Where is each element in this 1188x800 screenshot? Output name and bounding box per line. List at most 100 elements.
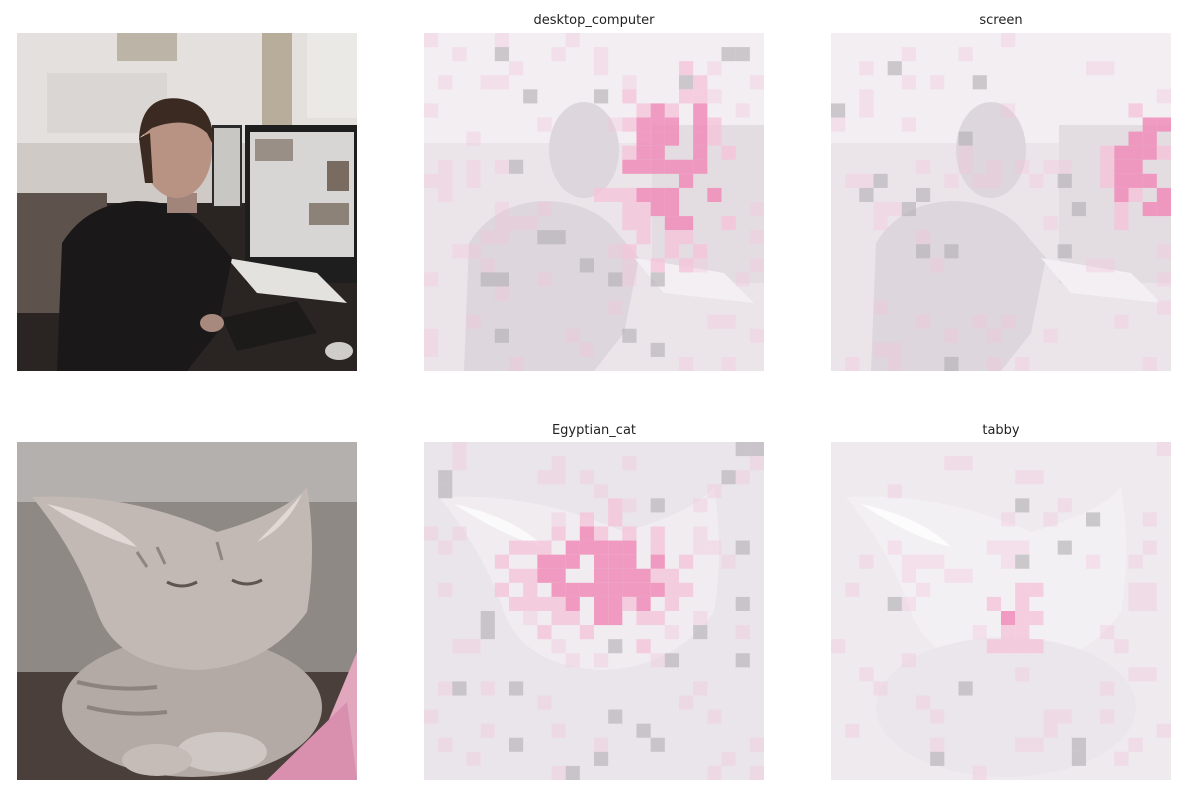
saliency-tile bbox=[1043, 723, 1058, 738]
saliency-tile bbox=[650, 187, 665, 202]
saliency-tile bbox=[579, 470, 594, 485]
saliency-tile bbox=[664, 131, 679, 146]
saliency-tile bbox=[523, 216, 538, 231]
saliency-tile bbox=[735, 470, 750, 485]
saliency-tile bbox=[622, 554, 637, 569]
saliency-tile bbox=[509, 216, 524, 231]
saliency-tile bbox=[859, 554, 874, 569]
saliency-tile bbox=[608, 244, 623, 259]
saliency-tile bbox=[1114, 145, 1129, 160]
saliency-tile bbox=[650, 202, 665, 217]
saliency-tile bbox=[1057, 244, 1072, 259]
saliency-tile bbox=[537, 117, 552, 132]
saliency-tile bbox=[1100, 145, 1115, 160]
saliency-tile bbox=[1142, 540, 1157, 555]
saliency-tile bbox=[664, 568, 679, 583]
saliency-tile bbox=[958, 145, 973, 160]
saliency-tile bbox=[494, 286, 509, 301]
saliency-tile bbox=[452, 456, 467, 471]
saliency-tile bbox=[452, 47, 467, 62]
saliency-tile bbox=[452, 526, 467, 541]
saliency-tile bbox=[438, 737, 453, 752]
saliency-tile bbox=[707, 314, 722, 329]
saliency-tile bbox=[1156, 202, 1171, 217]
saliency-tile bbox=[622, 202, 637, 217]
saliency-tile bbox=[494, 202, 509, 217]
saliency-tile bbox=[887, 342, 902, 357]
saliency-tile bbox=[636, 723, 651, 738]
saliency-tile bbox=[438, 540, 453, 555]
saliency-tile bbox=[523, 540, 538, 555]
saliency-tile bbox=[859, 61, 874, 76]
saliency-tile bbox=[551, 470, 566, 485]
saliency-tile bbox=[1114, 173, 1129, 188]
saliency-tile bbox=[650, 582, 665, 597]
saliency-tile bbox=[1128, 131, 1143, 146]
saliency-tile bbox=[1001, 554, 1016, 569]
source-photo-desk bbox=[17, 33, 357, 371]
saliency-tile bbox=[845, 173, 860, 188]
saliency-tile bbox=[1057, 173, 1072, 188]
saliency-tile bbox=[1142, 582, 1157, 597]
saliency-tile bbox=[887, 596, 902, 611]
saliency-tile bbox=[537, 695, 552, 710]
saliency-tile bbox=[986, 159, 1001, 174]
saliency-tile bbox=[1128, 596, 1143, 611]
saliency-tile bbox=[551, 230, 566, 245]
saliency-tile bbox=[509, 681, 524, 696]
saliency-tile bbox=[650, 737, 665, 752]
saliency-tile bbox=[693, 540, 708, 555]
saliency-tile bbox=[480, 75, 495, 90]
saliency-tile bbox=[887, 202, 902, 217]
saliency-tile bbox=[537, 202, 552, 217]
saliency-tile bbox=[650, 498, 665, 513]
saliency-tile bbox=[972, 625, 987, 640]
saliency-tile bbox=[707, 61, 722, 76]
saliency-tile bbox=[509, 159, 524, 174]
saliency-tile bbox=[565, 540, 580, 555]
saliency-tile bbox=[986, 540, 1001, 555]
saliency-tile bbox=[494, 216, 509, 231]
saliency-tile bbox=[901, 117, 916, 132]
saliency-tile bbox=[1100, 625, 1115, 640]
saliency-tile bbox=[873, 202, 888, 217]
saliency-tile bbox=[958, 568, 973, 583]
saliency-tile bbox=[693, 145, 708, 160]
saliency-tile bbox=[916, 230, 931, 245]
saliency-tile bbox=[679, 582, 694, 597]
saliency-tile bbox=[594, 526, 609, 541]
saliency-tile bbox=[1029, 470, 1044, 485]
saliency-tile bbox=[650, 131, 665, 146]
saliency-tile bbox=[1043, 159, 1058, 174]
saliency-tile bbox=[986, 173, 1001, 188]
saliency-tile bbox=[480, 611, 495, 626]
saliency-tile bbox=[1015, 582, 1030, 597]
saliency-tile bbox=[452, 442, 467, 457]
saliency-tile bbox=[664, 103, 679, 118]
saliency-tile bbox=[1156, 723, 1171, 738]
saliency-tile bbox=[594, 554, 609, 569]
saliency-tile bbox=[693, 117, 708, 132]
saliency-tile bbox=[608, 639, 623, 654]
saliency-tile bbox=[622, 272, 637, 287]
saliency-tile bbox=[537, 540, 552, 555]
saliency-tile bbox=[1142, 173, 1157, 188]
saliency-tile bbox=[1001, 103, 1016, 118]
saliency-tile bbox=[972, 314, 987, 329]
saliency-tile bbox=[958, 456, 973, 471]
saliency-tile bbox=[693, 258, 708, 273]
saliency-tile bbox=[679, 216, 694, 231]
saliency-tile bbox=[509, 596, 524, 611]
saliency-tile bbox=[622, 216, 637, 231]
saliency-tile bbox=[707, 765, 722, 780]
saliency-tile bbox=[594, 187, 609, 202]
saliency-tile bbox=[707, 484, 722, 499]
saliency-tile bbox=[579, 512, 594, 527]
saliency-tile bbox=[916, 695, 931, 710]
saliency-tile bbox=[622, 540, 637, 555]
desk-photo-illustration bbox=[17, 33, 357, 371]
saliency-tile bbox=[721, 145, 736, 160]
saliency-tile bbox=[424, 342, 439, 357]
saliency-tile bbox=[438, 187, 453, 202]
heatmap-layer bbox=[424, 33, 764, 371]
